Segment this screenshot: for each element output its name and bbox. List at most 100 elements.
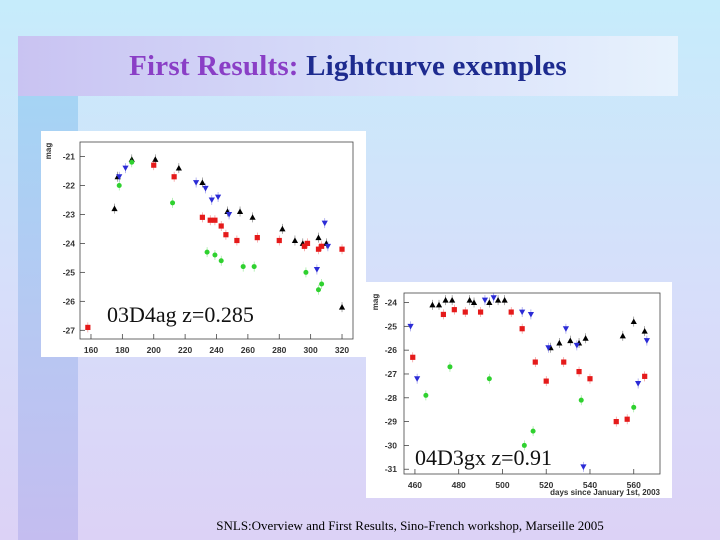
data-point — [236, 208, 244, 215]
y-tick-label: -26 — [63, 296, 76, 306]
data-point — [240, 264, 246, 270]
data-point — [561, 359, 567, 365]
data-point — [85, 324, 91, 331]
data-point — [304, 240, 311, 246]
data-point — [442, 297, 449, 303]
data-point — [624, 416, 630, 422]
data-point — [619, 332, 626, 339]
y-tick-label: -30 — [385, 440, 398, 450]
x-tick-label: 240 — [209, 345, 223, 355]
data-point — [116, 182, 122, 188]
data-point — [324, 243, 331, 250]
data-point — [447, 364, 453, 370]
y-tick-label: -24 — [63, 238, 76, 248]
data-point — [407, 323, 414, 330]
data-point — [556, 339, 563, 346]
data-point — [208, 197, 215, 204]
x-tick-label: 480 — [452, 480, 466, 490]
y-tick-label: -25 — [63, 267, 76, 277]
data-point — [449, 297, 456, 303]
x-tick-label: 540 — [583, 480, 597, 490]
data-point — [315, 234, 322, 241]
data-point — [218, 258, 224, 264]
data-point — [562, 326, 570, 332]
x-tick-label: 560 — [627, 480, 641, 490]
data-point — [635, 381, 642, 387]
data-point — [251, 264, 257, 270]
data-point — [613, 419, 619, 425]
data-point — [249, 214, 256, 220]
data-point — [486, 376, 492, 382]
y-tick-label: -29 — [385, 417, 398, 427]
y-tick-label: -24 — [385, 298, 398, 308]
data-point — [543, 378, 549, 384]
y-tick-label: -27 — [63, 325, 76, 335]
y-tick-label: -25 — [385, 321, 398, 331]
data-point — [587, 376, 593, 382]
y-axis-label: mag — [371, 294, 380, 311]
data-point — [410, 354, 416, 360]
data-point — [129, 159, 135, 165]
y-tick-label: -31 — [385, 464, 398, 474]
x-tick-label: 160 — [84, 345, 98, 355]
data-point — [643, 338, 650, 344]
data-point — [175, 164, 182, 171]
x-tick-label: 460 — [408, 480, 422, 490]
lightcurve-panel-04d3gx: 460 480 500 520 540 560 -24 -25 -26 -27 -28 -29 -30 -… — [366, 282, 672, 498]
lightcurve-chart-04d3gx: 460 480 500 520 540 560 -24 -25 -26 -27 -28 -29 -30 -… — [371, 292, 661, 497]
data-point — [490, 295, 497, 301]
data-point — [301, 243, 307, 249]
data-point — [116, 174, 123, 180]
y-tick-label: -27 — [385, 369, 398, 379]
y-axis-label: mag — [44, 143, 53, 160]
x-tick-label: 280 — [272, 345, 286, 355]
data-point — [630, 318, 637, 325]
data-point — [321, 220, 328, 227]
data-point — [532, 359, 538, 365]
lightcurve-panel-03d4ag: 160 180 200 220 240 260 280 300 320 -21 -22 -23 -24 -… — [41, 131, 366, 357]
data-point — [508, 309, 514, 315]
title-part2: Lightcurve exemples — [306, 50, 567, 82]
x-tick-label: 520 — [539, 480, 553, 490]
slide-title: First Results: Lightcurve exemples — [18, 50, 678, 83]
data-point — [494, 297, 502, 303]
data-point — [170, 200, 176, 206]
data-point — [429, 301, 436, 308]
data-point — [171, 174, 177, 180]
data-point — [576, 368, 582, 375]
data-point — [486, 299, 493, 306]
data-point — [207, 217, 213, 223]
data-point — [214, 194, 222, 201]
data-point — [462, 309, 468, 315]
data-point — [470, 299, 478, 306]
slide-footer: SNLS:Overview and First Results, Sino-Fr… — [216, 518, 604, 533]
data-point — [435, 301, 443, 308]
data-point — [545, 345, 552, 351]
data-point — [202, 185, 209, 192]
data-point — [122, 165, 129, 172]
x-tick-label: 200 — [147, 345, 161, 355]
data-point — [199, 214, 205, 220]
data-point — [193, 180, 200, 186]
y-tick-label: -28 — [385, 393, 398, 403]
x-tick-label: 180 — [115, 345, 129, 355]
data-point — [580, 464, 587, 470]
data-point — [313, 266, 321, 273]
data-point — [152, 156, 159, 162]
data-point — [567, 337, 574, 344]
data-point — [212, 217, 218, 223]
data-point — [218, 223, 224, 229]
data-point — [519, 309, 526, 316]
data-point — [501, 297, 508, 303]
title-part1: First Results: — [129, 50, 299, 82]
data-point — [466, 297, 473, 303]
x-tick-label: 260 — [241, 345, 255, 355]
data-point — [315, 246, 322, 252]
data-point — [276, 237, 282, 244]
data-point — [279, 225, 286, 232]
data-point — [641, 328, 648, 334]
plot-frame — [403, 292, 661, 475]
data-point — [254, 235, 260, 241]
x-axis-label: days since January 1st, 2003 — [550, 488, 660, 497]
x-tick-label: 320 — [335, 345, 349, 355]
